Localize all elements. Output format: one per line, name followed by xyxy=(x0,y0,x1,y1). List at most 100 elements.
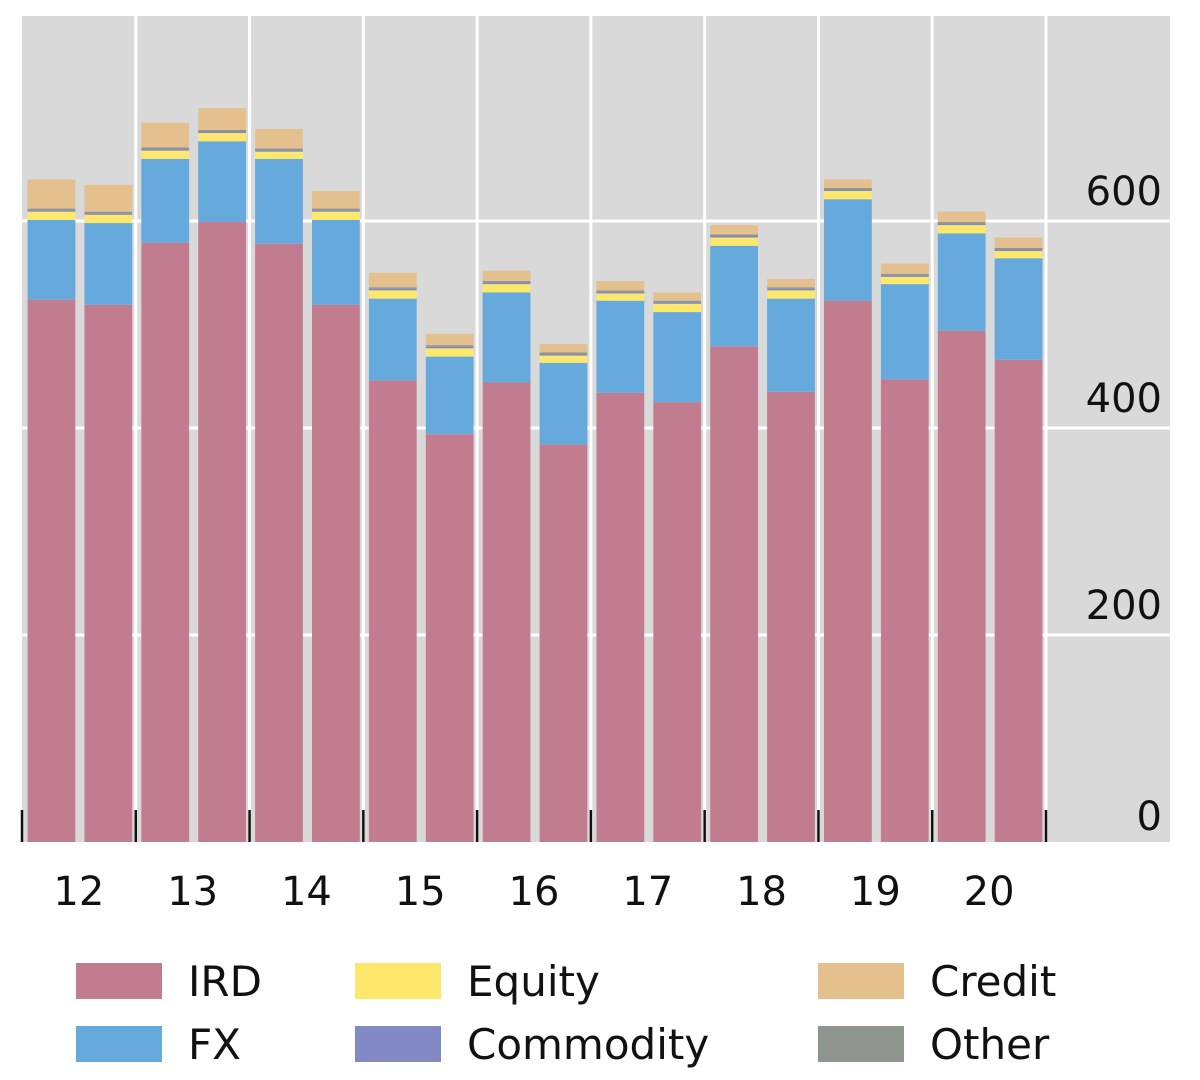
bar-segment-fx xyxy=(198,141,247,223)
bar-segment-credit xyxy=(425,333,474,346)
bar-segment-equity xyxy=(880,276,929,285)
y-axis-tick-labels: 0 200 400 600 xyxy=(1086,169,1162,840)
bar-segment-fx xyxy=(255,158,303,244)
bar-segment-other xyxy=(767,287,815,289)
bar-segment-credit xyxy=(368,272,417,288)
bar-segment-credit xyxy=(27,179,76,209)
legend-label-credit: Credit xyxy=(930,956,1057,1006)
bar-segment-credit xyxy=(539,344,588,353)
bar-segment-other xyxy=(425,345,474,347)
bar-segment-fx xyxy=(710,245,759,347)
bar-segment-equity xyxy=(710,237,759,246)
bar-segment-fx xyxy=(937,233,986,331)
bar-segment-fx xyxy=(84,223,133,305)
bar-segment-credit xyxy=(823,179,872,188)
bar-stack xyxy=(596,281,645,842)
bar-segment-credit xyxy=(482,270,531,282)
bar-segment-equity xyxy=(937,225,986,234)
bar-segment-other xyxy=(880,273,929,276)
bar-segment-ird xyxy=(198,222,247,842)
bar-segment-equity xyxy=(425,348,474,357)
y-tick-label: 0 xyxy=(1137,794,1162,840)
bar-segment-fx xyxy=(994,258,1043,360)
bar-stack xyxy=(653,292,702,842)
bar-segment-commodity xyxy=(937,223,986,226)
bar-stack xyxy=(767,278,815,842)
x-tick-label: 12 xyxy=(53,869,104,915)
bar-stack xyxy=(823,179,872,842)
legend: IRD FX Equity Commodity Credit Other xyxy=(0,950,1200,1080)
bar-stack xyxy=(311,190,360,843)
bar-segment-equity xyxy=(84,214,133,224)
bar-segment-ird xyxy=(539,444,588,842)
x-tick-label: 13 xyxy=(167,869,218,915)
bar-segment-ird xyxy=(710,346,759,842)
x-tick-label: 19 xyxy=(850,869,901,915)
legend-swatch-equity xyxy=(355,963,441,999)
bar-segment-equity xyxy=(767,290,815,299)
legend-item-commodity: Commodity xyxy=(355,1019,709,1069)
bar-segment-other xyxy=(539,352,588,354)
bar-segment-equity xyxy=(539,355,588,363)
bar-segment-equity xyxy=(823,190,872,200)
legend-label-other: Other xyxy=(930,1019,1050,1069)
bar-segment-fx xyxy=(880,284,929,380)
bar-segment-credit xyxy=(767,278,815,288)
legend-item-credit: Credit xyxy=(818,956,1056,1006)
bar-segment-commodity xyxy=(198,131,247,134)
bar-segment-commodity xyxy=(823,189,872,191)
bar-segment-credit xyxy=(710,225,759,235)
bar-segment-fx xyxy=(482,292,531,383)
x-tick-label: 14 xyxy=(281,869,332,915)
bar-segment-other xyxy=(311,208,360,211)
bar-segment-other xyxy=(84,211,133,214)
bar-segment-commodity xyxy=(880,275,929,277)
bar-segment-commodity xyxy=(311,210,360,212)
bar-segment-fx xyxy=(311,219,360,305)
x-tick-label: 15 xyxy=(395,869,446,915)
bars xyxy=(27,108,1043,843)
bar-stack xyxy=(994,237,1043,842)
bar-segment-commodity xyxy=(653,302,702,304)
bar-stack xyxy=(141,122,190,843)
bar-segment-fx xyxy=(141,158,190,243)
bar-segment-commodity xyxy=(141,149,190,151)
x-tick-label: 20 xyxy=(964,869,1015,915)
bar-segment-fx xyxy=(539,362,588,445)
bar-segment-ird xyxy=(368,380,417,842)
bar-stack xyxy=(710,225,759,842)
bar-segment-credit xyxy=(937,211,986,223)
bar-stack xyxy=(539,344,588,842)
bar-segment-commodity xyxy=(767,288,815,291)
bar-segment-other xyxy=(198,129,247,132)
bar-segment-other xyxy=(710,234,759,237)
bar-segment-commodity xyxy=(596,291,645,294)
bar-segment-ird xyxy=(596,392,645,842)
bar-segment-ird xyxy=(823,300,872,842)
legend-label-equity: Equity xyxy=(467,956,600,1006)
bar-segment-ird xyxy=(84,304,133,843)
bar-segment-ird xyxy=(255,243,303,842)
bar-segment-other xyxy=(368,287,417,289)
bar-segment-other xyxy=(653,300,702,303)
bar-segment-commodity xyxy=(84,213,133,215)
bar-stack xyxy=(880,263,929,842)
bar-segment-other xyxy=(141,147,190,150)
bar-segment-equity xyxy=(141,150,190,159)
bar-stack xyxy=(84,184,133,843)
bar-segment-other xyxy=(596,290,645,292)
bar-segment-other xyxy=(482,281,531,283)
stacked-bar-chart: 0 200 400 600 12 13 14 15 16 17 18 19 20 xyxy=(20,16,1170,915)
bar-segment-credit xyxy=(994,237,1043,248)
bar-segment-equity xyxy=(255,151,303,159)
legend-swatch-other xyxy=(818,1026,904,1062)
bar-segment-ird xyxy=(767,391,815,842)
bar-segment-fx xyxy=(653,312,702,403)
bar-segment-fx xyxy=(425,356,474,435)
legend-item-other: Other xyxy=(818,1019,1049,1069)
x-axis-ticks xyxy=(20,810,1048,842)
bar-segment-credit xyxy=(596,281,645,291)
legend-label-ird: IRD xyxy=(188,956,262,1006)
bar-segment-other xyxy=(994,247,1043,250)
bar-segment-commodity xyxy=(539,353,588,356)
